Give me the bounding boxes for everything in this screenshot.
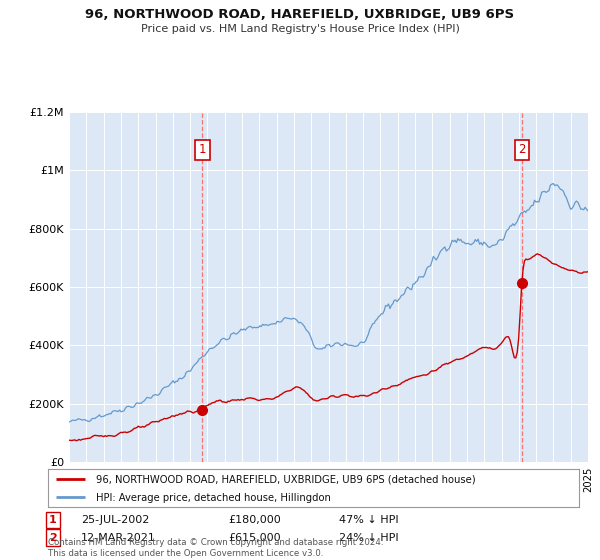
Text: 24% ↓ HPI: 24% ↓ HPI bbox=[339, 533, 398, 543]
Text: 1: 1 bbox=[49, 515, 56, 525]
Text: Price paid vs. HM Land Registry's House Price Index (HPI): Price paid vs. HM Land Registry's House … bbox=[140, 24, 460, 34]
Text: 47% ↓ HPI: 47% ↓ HPI bbox=[339, 515, 398, 525]
Text: 1: 1 bbox=[199, 143, 206, 156]
Text: Contains HM Land Registry data © Crown copyright and database right 2024.
This d: Contains HM Land Registry data © Crown c… bbox=[48, 538, 383, 558]
Text: 96, NORTHWOOD ROAD, HAREFIELD, UXBRIDGE, UB9 6PS: 96, NORTHWOOD ROAD, HAREFIELD, UXBRIDGE,… bbox=[85, 8, 515, 21]
Text: 25-JUL-2002: 25-JUL-2002 bbox=[81, 515, 149, 525]
Text: HPI: Average price, detached house, Hillingdon: HPI: Average price, detached house, Hill… bbox=[96, 493, 331, 503]
Text: 2: 2 bbox=[49, 533, 56, 543]
Text: 96, NORTHWOOD ROAD, HAREFIELD, UXBRIDGE, UB9 6PS (detached house): 96, NORTHWOOD ROAD, HAREFIELD, UXBRIDGE,… bbox=[96, 474, 475, 484]
Text: £615,000: £615,000 bbox=[228, 533, 281, 543]
Text: 12-MAR-2021: 12-MAR-2021 bbox=[81, 533, 156, 543]
Text: £180,000: £180,000 bbox=[228, 515, 281, 525]
Text: 2: 2 bbox=[518, 143, 526, 156]
